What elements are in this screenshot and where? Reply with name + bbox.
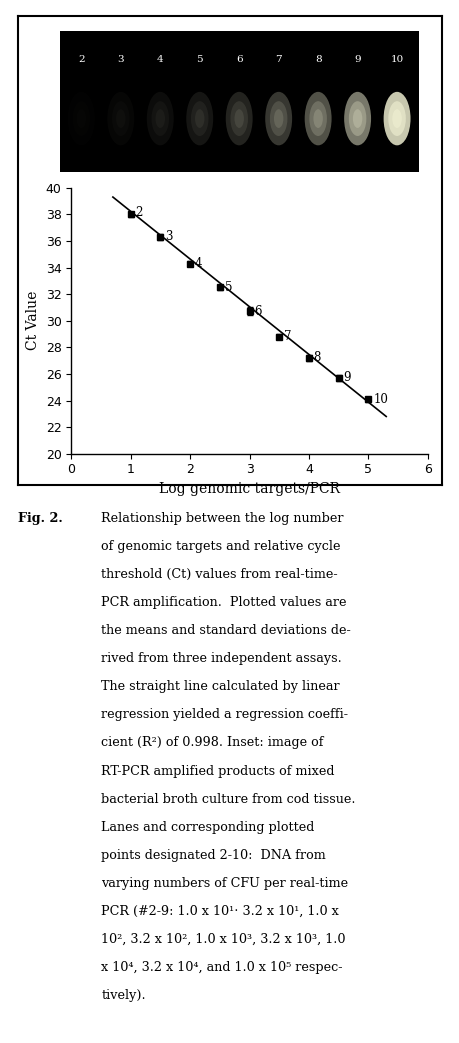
Y-axis label: Ct Value: Ct Value	[26, 291, 40, 350]
Text: 9: 9	[353, 55, 360, 64]
Text: rived from three independent assays.: rived from three independent assays.	[101, 652, 341, 665]
Text: varying numbers of CFU per real-time: varying numbers of CFU per real-time	[101, 877, 347, 890]
Text: 7: 7	[283, 331, 291, 343]
Text: 10², 3.2 x 10², 1.0 x 10³, 3.2 x 10³, 1.0: 10², 3.2 x 10², 1.0 x 10³, 3.2 x 10³, 1.…	[101, 933, 345, 946]
Text: 4: 4	[157, 55, 163, 64]
Ellipse shape	[387, 101, 405, 136]
Ellipse shape	[274, 110, 283, 128]
Text: 9: 9	[343, 371, 350, 385]
Ellipse shape	[195, 110, 204, 128]
Text: tively).: tively).	[101, 989, 146, 1002]
Ellipse shape	[190, 101, 208, 136]
Ellipse shape	[352, 110, 362, 128]
Ellipse shape	[155, 110, 165, 128]
Text: 8: 8	[314, 55, 321, 64]
Ellipse shape	[348, 101, 365, 136]
Ellipse shape	[383, 92, 409, 145]
Text: points designated 2-10:  DNA from: points designated 2-10: DNA from	[101, 849, 325, 862]
Ellipse shape	[73, 101, 90, 136]
Ellipse shape	[186, 92, 213, 145]
Text: 2: 2	[78, 55, 84, 64]
Ellipse shape	[225, 92, 252, 145]
Ellipse shape	[151, 101, 168, 136]
Text: 4: 4	[195, 257, 202, 270]
Ellipse shape	[304, 92, 331, 145]
Text: 3: 3	[165, 231, 172, 243]
Text: 5: 5	[224, 281, 232, 294]
Text: The straight line calculated by linear: The straight line calculated by linear	[101, 680, 339, 694]
Text: 6: 6	[254, 305, 261, 318]
Ellipse shape	[77, 110, 86, 128]
Ellipse shape	[265, 92, 291, 145]
Text: threshold (Ct) values from real-time-: threshold (Ct) values from real-time-	[101, 568, 337, 581]
Text: 2: 2	[135, 205, 143, 219]
Text: the means and standard deviations de-: the means and standard deviations de-	[101, 624, 350, 637]
Text: 7: 7	[275, 55, 281, 64]
Ellipse shape	[234, 110, 243, 128]
Text: 10: 10	[390, 55, 403, 64]
Ellipse shape	[343, 92, 370, 145]
Ellipse shape	[146, 92, 174, 145]
Text: x 10⁴, 3.2 x 10⁴, and 1.0 x 10⁵ respec-: x 10⁴, 3.2 x 10⁴, and 1.0 x 10⁵ respec-	[101, 962, 342, 974]
Ellipse shape	[68, 92, 95, 145]
Text: Relationship between the log number: Relationship between the log number	[101, 512, 343, 525]
Text: 6: 6	[235, 55, 242, 64]
Ellipse shape	[309, 101, 326, 136]
Text: 3: 3	[117, 55, 124, 64]
Text: 8: 8	[313, 351, 320, 364]
Text: 5: 5	[196, 55, 202, 64]
Ellipse shape	[107, 92, 134, 145]
X-axis label: Log genomic targets/PCR: Log genomic targets/PCR	[159, 482, 339, 496]
Ellipse shape	[112, 101, 129, 136]
Text: regression yielded a regression coeffi-: regression yielded a regression coeffi-	[101, 708, 347, 722]
Text: cient (R²) of 0.998. Inset: image of: cient (R²) of 0.998. Inset: image of	[101, 736, 323, 750]
Text: PCR (#2-9: 1.0 x 10¹⋅ 3.2 x 10¹, 1.0 x: PCR (#2-9: 1.0 x 10¹⋅ 3.2 x 10¹, 1.0 x	[101, 905, 338, 918]
Text: 10: 10	[372, 392, 387, 406]
Ellipse shape	[313, 110, 322, 128]
Text: of genomic targets and relative cycle: of genomic targets and relative cycle	[101, 540, 340, 553]
Text: PCR amplification.  Plotted values are: PCR amplification. Plotted values are	[101, 597, 346, 609]
Text: Lanes and corresponding plotted: Lanes and corresponding plotted	[101, 821, 314, 833]
Ellipse shape	[392, 110, 401, 128]
Text: bacterial broth culture from cod tissue.: bacterial broth culture from cod tissue.	[101, 793, 355, 805]
Text: RT-PCR amplified products of mixed: RT-PCR amplified products of mixed	[101, 765, 334, 778]
Ellipse shape	[230, 101, 247, 136]
Ellipse shape	[269, 101, 287, 136]
Ellipse shape	[116, 110, 125, 128]
Text: Fig. 2.: Fig. 2.	[18, 512, 63, 525]
